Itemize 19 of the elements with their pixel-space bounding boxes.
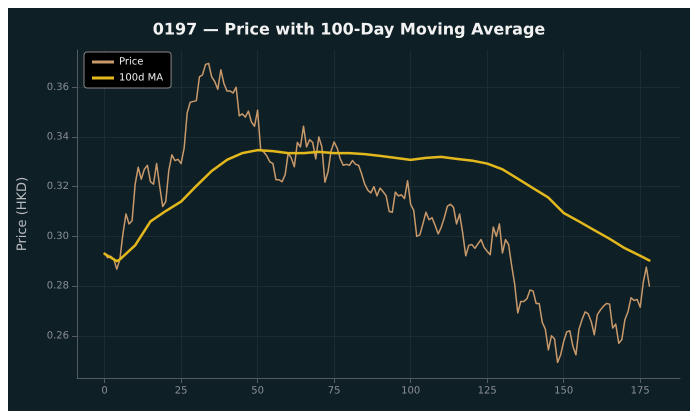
y-tick-label: 0.30: [46, 230, 69, 242]
x-tick-label: 50: [251, 386, 264, 396]
chart-title: 0197 — Price with 100-Day Moving Average: [152, 20, 546, 38]
x-tick-label: 125: [478, 386, 497, 396]
line-series: [103, 148, 651, 262]
y-tick-label: 0.26: [46, 330, 69, 342]
y-tick-label: 0.28: [46, 280, 69, 292]
y-tick-label: 0.34: [46, 131, 69, 142]
legend-label: Price: [119, 56, 144, 68]
legend-label: 100d MA: [119, 72, 164, 84]
x-tick-label: 0: [101, 386, 108, 396]
y-tick-label: 0.36: [46, 82, 69, 93]
x-tick-label: 175: [630, 386, 650, 396]
y-tick-label: 0.32: [46, 181, 69, 192]
x-tick-label: 100: [401, 386, 420, 396]
x-tick-label: 150: [554, 386, 574, 396]
x-tick-label: 75: [328, 386, 340, 396]
x-tick-label: 25: [174, 386, 188, 396]
y-axis-title: Price (HKD): [15, 176, 30, 252]
